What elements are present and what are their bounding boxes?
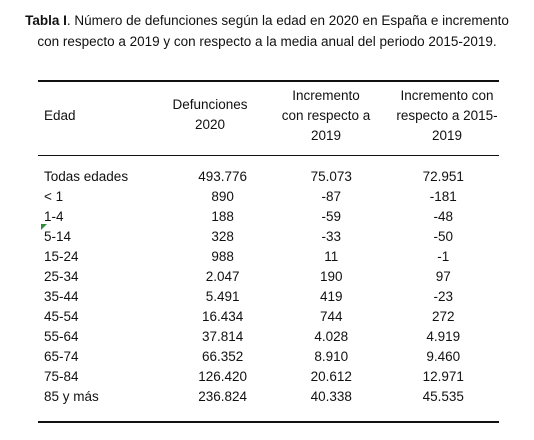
header-incremento-media: Incremento con respecto a 2015- 2019 [388,86,506,146]
header-incmedia-line1: Incremento con [400,88,494,103]
cell-inc2019: 190 [320,269,343,284]
cell-incmedia: 97 [435,269,451,284]
cell-edad: 55-64 [44,329,79,344]
bottom-rule [38,421,499,423]
top-rule [38,80,499,82]
cell-edad: Todas edades [44,169,129,184]
data-table: Todas edades 493.776 75.073 72.951 < 1 890 -87… [38,167,499,407]
cell-incmedia: -181 [429,189,457,204]
header-defunciones: Defunciones 2020 [158,95,262,135]
cell-defunciones: 988 [211,249,234,264]
cell-inc2019: -33 [321,229,342,244]
cell-edad: 85 y más [44,389,99,404]
cell-inc2019: 744 [320,309,343,324]
header-incmedia-line2: respecto a 2015- [396,108,498,123]
table-row: < 1 890 -87 -181 [38,187,499,207]
header-inc2019-line2: con respecto a [281,108,371,123]
caption-text: . Número de defunciones según la edad en… [37,13,509,49]
table-row: 75-84 126.420 20.612 12.971 [38,367,499,387]
cell-inc2019: 20.612 [310,369,352,384]
cell-defunciones: 328 [211,229,234,244]
cell-incmedia: 72.951 [422,169,464,184]
caption-label: Tabla I [25,13,67,28]
cell-edad: 65-74 [44,349,79,364]
cell-defunciones: 493.776 [198,169,248,184]
table-row: 45-54 16.434 744 272 [38,307,499,327]
header-defunciones-line1: Defunciones [172,97,248,112]
cell-incmedia: -1 [437,249,450,264]
cell-inc2019: -87 [321,189,342,204]
cell-inc2019: 40.338 [310,389,352,404]
cell-defunciones: 236.824 [198,389,248,404]
header-rule [38,155,499,156]
table-row: Todas edades 493.776 75.073 72.951 [38,167,499,187]
table-row: 65-74 66.352 8.910 9.460 [38,347,499,367]
header-edad: Edad [44,108,76,123]
cell-comment-marker [41,224,47,230]
cell-incmedia: 9.460 [426,349,461,364]
cell-defunciones: 66.352 [201,349,244,364]
table-row: 15-24 988 11 -1 [38,247,499,267]
table-body: Todas edades 493.776 75.073 72.951 < 1 890 -87… [38,167,499,407]
cell-defunciones: 126.420 [198,369,248,384]
cell-incmedia: 4.919 [426,329,461,344]
header-inc2019-line1: Incremento [292,88,360,103]
header-defunciones-line2: 2020 [194,117,226,132]
cell-edad: 1-4 [44,209,64,224]
cell-incmedia: 45.535 [422,389,464,404]
table-row: 25-34 2.047 190 97 [38,267,499,287]
cell-inc2019: 11 [324,249,339,264]
cell-incmedia: -48 [433,209,453,224]
header-inc2019-line3: 2019 [310,128,342,143]
cell-incmedia: 272 [431,309,455,324]
cell-edad: 5-14 [44,229,72,244]
cell-inc2019: 419 [320,289,343,304]
cell-defunciones: 2.047 [205,269,240,284]
cell-inc2019: 8.910 [314,349,349,364]
table-row: 85 y más 236.824 40.338 45.535 [38,387,499,407]
cell-edad: 45-54 [44,309,79,324]
cell-edad: 75-84 [44,369,79,384]
cell-defunciones: 188 [211,209,234,224]
table-caption: Tabla I. Número de defunciones según la … [24,10,510,52]
cell-incmedia: -23 [433,289,453,304]
cell-edad: 25-34 [44,269,79,284]
cell-incmedia: 12.971 [422,369,464,384]
cell-inc2019: 4.028 [314,329,349,344]
table-row: 5-14 328 -33 -50 [38,227,499,247]
cell-defunciones: 37.814 [201,329,244,344]
table-row: 55-64 37.814 4.028 4.919 [38,327,499,347]
cell-inc2019: -59 [321,209,342,224]
cell-edad: 35-44 [44,289,79,304]
cell-defunciones: 890 [211,189,234,204]
cell-incmedia: -50 [433,229,453,244]
cell-inc2019: 75.073 [310,169,352,184]
table-row: 1-4 188 -59 -48 [38,207,499,227]
header-incmedia-line3: 2019 [431,128,463,143]
cell-edad: 15-24 [44,249,79,264]
cell-defunciones: 5.491 [205,289,240,304]
table-row: 35-44 5.491 419 -23 [38,287,499,307]
cell-edad: < 1 [44,189,64,204]
header-incremento-2019: Incremento con respecto a 2019 [270,86,382,146]
cell-defunciones: 16.434 [201,309,244,324]
